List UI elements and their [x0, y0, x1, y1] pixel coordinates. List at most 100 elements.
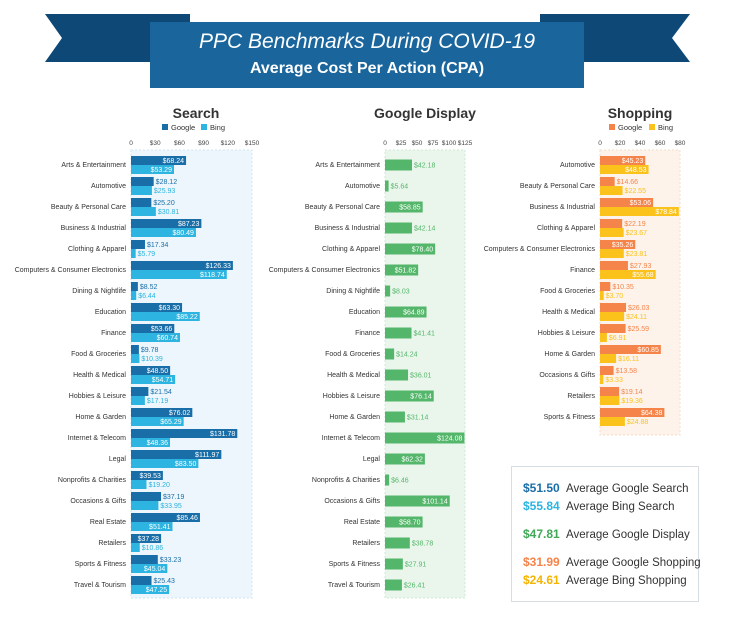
- display-category-automotive: Automotive: [345, 183, 380, 190]
- display-value-label-google-display-education: $64.89: [403, 310, 425, 317]
- shopping-value-label-google-home-and-garden: $60.85: [637, 347, 659, 354]
- search-value-label-google-computers-and-consumer-electronics: $126.33: [206, 263, 231, 270]
- search-category-internet-and-telecom: Internet & Telecom: [68, 435, 126, 442]
- display-bar-google-display-automotive: [385, 180, 389, 192]
- search-category-beauty-and-personal-care: Beauty & Personal Care: [51, 204, 126, 211]
- search-bar-google-arts-and-entertainment: [131, 156, 187, 165]
- display-value-label-google-display-sports-and-fitness: $27.91: [405, 562, 427, 569]
- shopping-value-label-bing-clothing-and-apparel: $23.67: [626, 230, 648, 237]
- search-bar-google-hobbies-and-leisure: [131, 387, 149, 396]
- shopping-category-computers-and-consumer-electronics: Computers & Consumer Electronics: [484, 246, 596, 253]
- search-bar-bing-nonprofits-and-charities: [131, 480, 147, 489]
- shopping-bar-google-home-and-garden: [600, 345, 661, 354]
- search-value-label-bing-internet-and-telecom: $48.36: [147, 440, 169, 447]
- search-bar-google-finance: [131, 324, 175, 333]
- display-tick-label: 0: [383, 140, 387, 147]
- shopping-category-food-and-groceries: Food & Groceries: [540, 288, 595, 295]
- search-bar-bing-travel-and-tourism: [131, 585, 170, 594]
- display-category-dining-and-nightlife: Dining & Nightlife: [326, 288, 380, 295]
- search-legend-bing: Bing: [210, 123, 225, 132]
- shopping-value-label-bing-occasions-and-gifts: $3.33: [605, 377, 623, 384]
- display-bar-google-display-legal: [385, 453, 425, 465]
- search-bar-bing-beauty-and-personal-care: [131, 207, 156, 216]
- shopping-value-label-google-computers-and-consumer-electronics: $35.26: [612, 242, 634, 249]
- search-value-label-bing-education: $85.22: [176, 314, 198, 321]
- search-value-label-bing-retailers: $10.86: [142, 545, 164, 552]
- search-value-label-google-dining-and-nightlife: $8.52: [140, 284, 158, 291]
- shopping-value-label-bing-beauty-and-personal-care: $22.55: [625, 188, 647, 195]
- display-bar-google-display-home-and-garden: [385, 411, 405, 423]
- avg-google-search-label: Average Google Search: [566, 483, 689, 495]
- display-value-label-google-display-retailers: $38.78: [412, 541, 434, 548]
- display-value-label-google-display-clothing-and-apparel: $78.40: [412, 247, 434, 254]
- shopping-title: Shopping: [608, 105, 673, 121]
- search-bar-google-education: [131, 303, 183, 312]
- search-category-food-and-groceries: Food & Groceries: [71, 351, 126, 358]
- search-value-label-google-food-and-groceries: $9.78: [141, 347, 159, 354]
- display-value-label-google-display-arts-and-entertainment: $42.18: [414, 163, 436, 170]
- shopping-bar-bing-occasions-and-gifts: [600, 375, 604, 384]
- display-bar-google-display-computers-and-consumer-electronics: [385, 264, 419, 276]
- shopping-legend-swatch-google: [609, 124, 615, 130]
- display-category-finance: Finance: [355, 330, 380, 337]
- display-value-label-google-display-home-and-garden: $31.14: [407, 415, 429, 422]
- shopping-category-sports-and-fitness: Sports & Fitness: [544, 414, 596, 421]
- display-bar-google-display-clothing-and-apparel: [385, 243, 436, 255]
- display-category-occasions-and-gifts: Occasions & Gifts: [324, 498, 380, 505]
- shopping-bar-bing-clothing-and-apparel: [600, 228, 624, 237]
- search-bar-google-legal: [131, 450, 222, 459]
- shopping-value-label-google-hobbies-and-leisure: $25.59: [628, 326, 650, 333]
- search-category-computers-and-consumer-electronics: Computers & Consumer Electronics: [15, 267, 127, 274]
- search-category-education: Education: [95, 309, 126, 316]
- search-value-label-bing-automotive: $25.93: [154, 188, 176, 195]
- display-bar-google-display-internet-and-telecom: [385, 432, 465, 444]
- shopping-value-label-bing-finance: $55.68: [632, 272, 654, 279]
- search-value-label-google-arts-and-entertainment: $68.24: [163, 158, 185, 165]
- shopping-category-automotive: Automotive: [560, 162, 595, 169]
- search-category-automotive: Automotive: [91, 183, 126, 190]
- shopping-category-occasions-and-gifts: Occasions & Gifts: [539, 372, 595, 379]
- avg-google-shopping-label: Average Google Shopping: [566, 557, 701, 569]
- search-bar-bing-dining-and-nightlife: [131, 291, 137, 300]
- shopping-bar-google-sports-and-fitness: [600, 408, 665, 417]
- search-value-label-bing-arts-and-entertainment: $53.29: [151, 167, 173, 174]
- cpa-chart: Search Google Bing 0 $30 $60 $90 $120 $150 Arts &…: [15, 105, 686, 599]
- avg-google-shopping: $31.99 Average Google Shopping: [523, 555, 701, 569]
- search-legend-swatch-google: [162, 124, 168, 130]
- display-category-internet-and-telecom: Internet & Telecom: [322, 435, 380, 442]
- search-value-label-google-retailers: $37.28: [138, 536, 160, 543]
- shopping-value-label-google-occasions-and-gifts: $13.58: [616, 368, 638, 375]
- search-value-label-google-sports-and-fitness: $33.23: [160, 557, 182, 564]
- display-value-label-google-display-hobbies-and-leisure: $76.14: [410, 394, 432, 401]
- display-category-real-estate: Real Estate: [344, 519, 380, 526]
- search-category-occasions-and-gifts: Occasions & Gifts: [70, 498, 126, 505]
- search-bar-bing-business-and-industrial: [131, 228, 196, 237]
- display-category-legal: Legal: [363, 456, 381, 463]
- display-bar-google-display-finance: [385, 327, 412, 339]
- search-bar-google-retailers: [131, 534, 162, 543]
- display-value-label-google-display-finance: $41.41: [414, 331, 436, 338]
- avg-bing-search-value: $55.84: [523, 499, 560, 513]
- display-bar-google-display-health-and-medical: [385, 369, 409, 381]
- display-bar-google-display-hobbies-and-leisure: [385, 390, 434, 402]
- display-value-label-google-display-occasions-and-gifts: $101.14: [422, 499, 447, 506]
- search-legend-swatch-bing: [201, 124, 207, 130]
- shopping-tick-label: $60: [655, 140, 666, 147]
- search-value-label-google-real-estate: $85.46: [177, 515, 199, 522]
- avg-google-shopping-value: $31.99: [523, 555, 560, 569]
- display-category-health-and-medical: Health & Medical: [327, 372, 380, 379]
- shopping-value-label-google-clothing-and-apparel: $22.19: [624, 221, 646, 228]
- display-bar-google-display-dining-and-nightlife: [385, 285, 391, 297]
- shopping-bar-google-clothing-and-apparel: [600, 219, 623, 228]
- shopping-value-label-google-finance: $27.93: [630, 263, 652, 270]
- shopping-category-beauty-and-personal-care: Beauty & Personal Care: [520, 183, 595, 190]
- shopping-bar-bing-beauty-and-personal-care: [600, 186, 623, 195]
- shopping-bar-google-health-and-medical: [600, 303, 627, 312]
- search-bar-bing-hobbies-and-leisure: [131, 396, 145, 405]
- shopping-value-label-bing-retailers: $19.36: [621, 398, 643, 405]
- search-tick-label: $150: [245, 140, 260, 147]
- search-bar-bing-computers-and-consumer-electronics: [131, 270, 227, 279]
- shopping-category-hobbies-and-leisure: Hobbies & Leisure: [538, 330, 595, 337]
- shopping-bar-bing-health-and-medical: [600, 312, 625, 321]
- search-value-label-bing-clothing-and-apparel: $5.79: [138, 251, 156, 258]
